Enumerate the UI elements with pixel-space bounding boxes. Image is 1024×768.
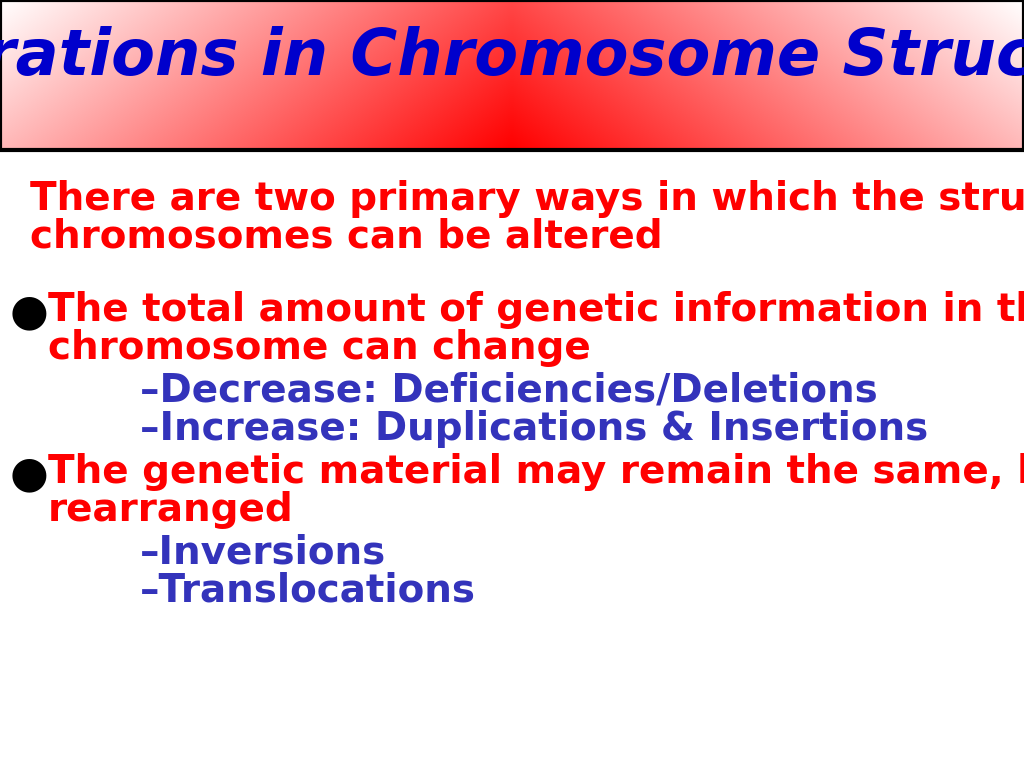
Text: The genetic material may remain the same, but is: The genetic material may remain the same… [48,453,1024,491]
Text: The total amount of genetic information in the: The total amount of genetic information … [48,291,1024,329]
Text: Alterations in Chromosome Structure: Alterations in Chromosome Structure [0,26,1024,88]
Text: –Increase: Duplications & Insertions: –Increase: Duplications & Insertions [140,410,928,448]
Text: –Translocations: –Translocations [140,571,476,610]
Text: ●: ● [10,291,49,334]
Text: chromosome can change: chromosome can change [48,329,591,367]
Text: –Inversions: –Inversions [140,534,386,571]
Text: chromosomes can be altered: chromosomes can be altered [30,218,663,256]
Text: rearranged: rearranged [48,491,294,528]
Text: –Decrease: Deficiencies/Deletions: –Decrease: Deficiencies/Deletions [140,372,878,410]
Text: ●: ● [10,453,49,496]
Text: There are two primary ways in which the structure of: There are two primary ways in which the … [30,180,1024,218]
